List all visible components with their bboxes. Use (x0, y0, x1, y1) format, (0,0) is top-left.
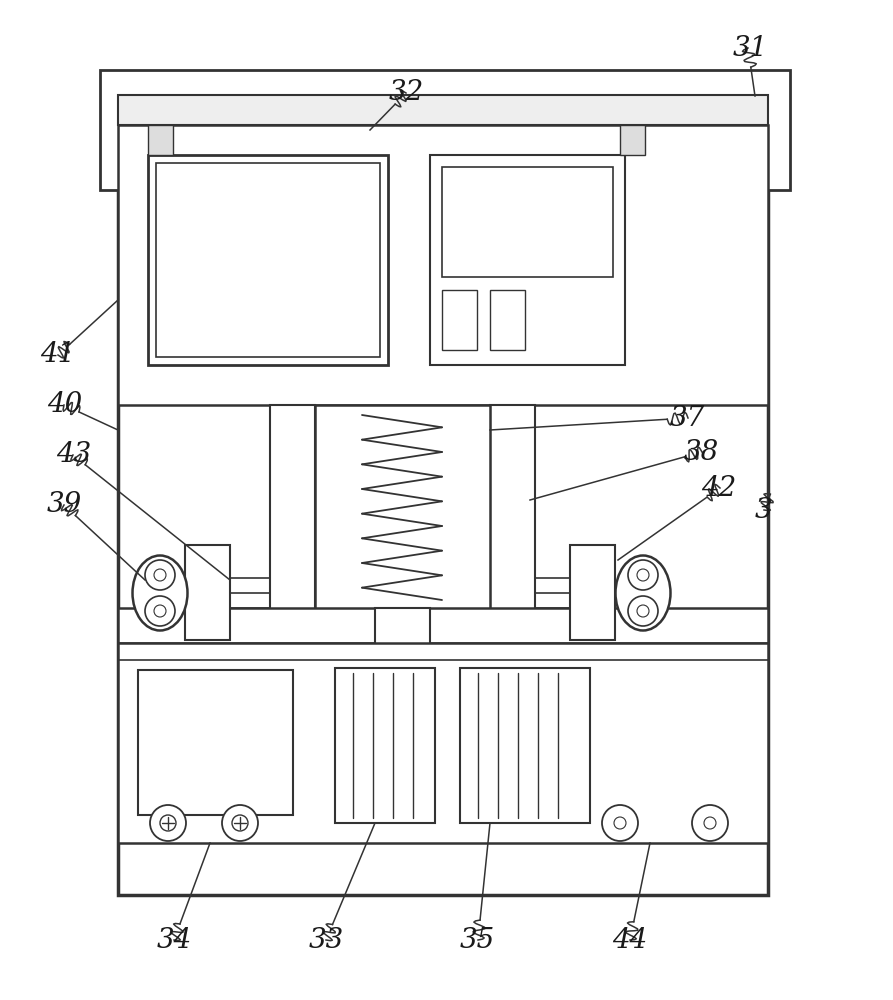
Bar (185, 545, 230, 640)
Circle shape (704, 817, 716, 829)
Circle shape (637, 605, 649, 617)
Text: 3: 3 (755, 496, 772, 524)
Circle shape (602, 805, 638, 841)
Text: 33: 33 (308, 926, 344, 954)
Bar (118, 95, 768, 895)
Circle shape (232, 815, 248, 831)
Circle shape (160, 815, 176, 831)
Circle shape (637, 569, 649, 581)
Text: 32: 32 (388, 80, 424, 106)
Text: 40: 40 (46, 391, 82, 418)
Circle shape (628, 596, 658, 626)
Text: 35: 35 (460, 926, 496, 954)
Text: 41: 41 (40, 342, 76, 368)
Text: 39: 39 (46, 491, 82, 518)
Bar (570, 545, 615, 640)
Circle shape (154, 569, 166, 581)
Bar (118, 608, 768, 643)
Bar (490, 290, 525, 350)
Text: 38: 38 (683, 438, 719, 466)
Ellipse shape (132, 556, 188, 631)
Bar (156, 163, 380, 357)
Ellipse shape (615, 556, 671, 631)
Bar (375, 608, 430, 653)
Circle shape (154, 605, 166, 617)
Text: 43: 43 (55, 442, 91, 468)
Text: 37: 37 (670, 404, 705, 432)
Bar (460, 668, 590, 823)
Circle shape (692, 805, 728, 841)
Circle shape (145, 560, 175, 590)
Circle shape (614, 817, 626, 829)
Bar (148, 155, 388, 365)
Bar (315, 405, 490, 610)
Circle shape (150, 805, 186, 841)
Text: 34: 34 (156, 926, 192, 954)
Bar (148, 125, 173, 155)
Bar (118, 95, 768, 125)
Bar (100, 70, 790, 190)
Bar (442, 290, 477, 350)
Bar (620, 125, 645, 155)
Circle shape (628, 560, 658, 590)
Bar (430, 155, 625, 365)
Text: 42: 42 (701, 475, 737, 502)
Circle shape (222, 805, 258, 841)
Bar (270, 405, 315, 610)
Circle shape (145, 596, 175, 626)
Bar (490, 405, 535, 610)
Bar (118, 643, 768, 843)
Bar (138, 670, 293, 815)
Text: 44: 44 (612, 926, 647, 954)
Bar (118, 125, 768, 405)
Bar (335, 668, 435, 823)
Text: 31: 31 (732, 34, 768, 62)
Bar (442, 167, 613, 277)
